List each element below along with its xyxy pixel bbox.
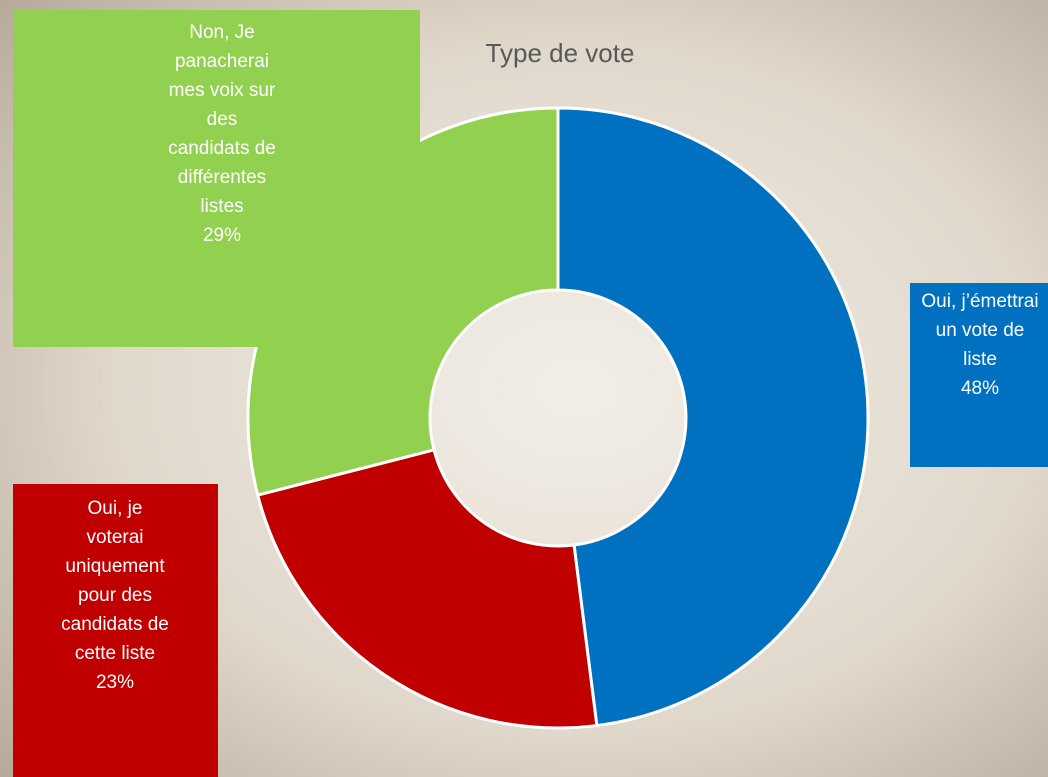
chart-title: Type de vote bbox=[486, 38, 635, 68]
data-label-box: Non, Je panacherai mes voix sur des cand… bbox=[13, 10, 420, 347]
value-label: 23% bbox=[95, 672, 135, 693]
donut-segment bbox=[556, 106, 870, 728]
data-label-box: Oui, je voterai uniquement pour des cand… bbox=[13, 484, 218, 777]
category-label: Non, Je panacherai mes voix sur des cand… bbox=[168, 22, 276, 217]
data-label: Oui, j’émettrai un vote de liste 48% bbox=[920, 287, 1040, 403]
value-label: 48% bbox=[960, 378, 1000, 399]
data-label: Oui, je voterai uniquement pour des cand… bbox=[60, 494, 170, 697]
data-label: Non, Je panacherai mes voix sur des cand… bbox=[168, 18, 276, 250]
data-label-box: Oui, j’émettrai un vote de liste 48% bbox=[910, 283, 1048, 467]
donut-segment bbox=[255, 448, 599, 730]
category-label: Oui, j’émettrai un vote de liste bbox=[921, 291, 1039, 370]
category-label: Oui, je voterai uniquement pour des cand… bbox=[61, 498, 169, 664]
value-label: 29% bbox=[202, 225, 242, 246]
